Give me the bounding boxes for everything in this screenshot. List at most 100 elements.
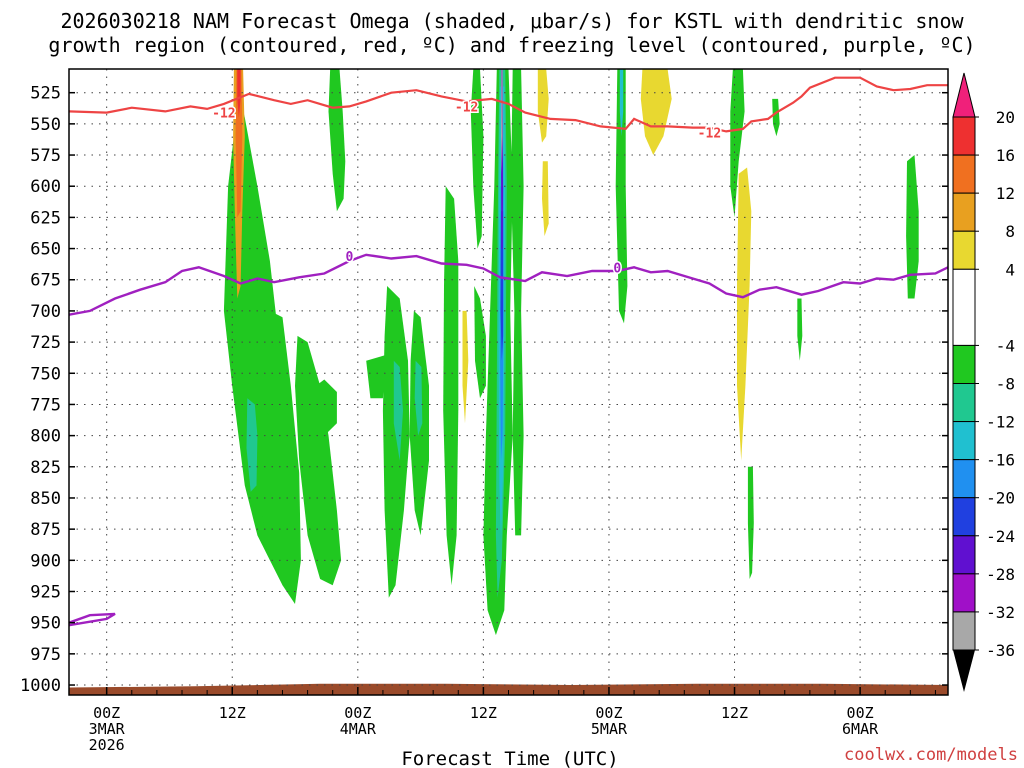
colorbar-band-9	[952, 497, 976, 537]
omega-region-27	[619, 69, 624, 137]
omega-region-33	[797, 298, 803, 361]
colorbar-band-0	[952, 116, 976, 156]
y-tick-label: 900	[30, 551, 61, 571]
colorbar-band-5	[952, 344, 976, 384]
x-tick-label: 3MAR	[89, 720, 126, 738]
omega-region-8	[382, 286, 410, 598]
omega-region-34	[906, 155, 919, 299]
colorbar-label: -36	[986, 641, 1015, 660]
omega-region-30	[737, 167, 752, 461]
omega-region-12	[443, 186, 459, 586]
freezing-contour-label-1: 0	[613, 261, 621, 276]
colorbar-band-3	[952, 230, 976, 270]
x-tick-label: 4MAR	[340, 720, 377, 738]
x-tick-label: 00Z	[344, 704, 371, 722]
x-tick-label: 6MAR	[842, 720, 879, 738]
omega-region-2	[269, 310, 301, 604]
y-tick-label: 775	[30, 395, 61, 415]
colorbar-band-10	[952, 535, 976, 575]
omega-region-5	[246, 398, 258, 492]
freezing-contour-label-0: 0	[346, 250, 354, 265]
freezing-level-closed-contour	[69, 612, 116, 627]
colorbar-label: -28	[986, 565, 1015, 584]
omega-region-26	[615, 69, 628, 324]
x-tick-label: 5MAR	[591, 720, 628, 738]
x-tick-label: 00Z	[847, 704, 874, 722]
y-tick-label: 750	[30, 364, 61, 384]
omega-region-6	[328, 69, 346, 212]
colorbar-label: 16	[996, 146, 1015, 165]
y-tick-label: 1000	[20, 676, 61, 696]
colorbar-label: 12	[996, 184, 1015, 203]
omega-region-11	[414, 360, 423, 436]
colorbar-band-4	[952, 268, 976, 346]
y-tick-label: 850	[30, 489, 61, 509]
y-tick-label: 550	[30, 115, 61, 135]
colorbar-bottom-arrow	[953, 650, 975, 692]
y-tick-label: 950	[30, 614, 61, 634]
x-tick-label: 00Z	[93, 704, 120, 722]
y-tick-label: 575	[30, 146, 61, 166]
omega-region-14	[474, 286, 486, 399]
omega-region-23	[537, 69, 549, 143]
x-tick-label: 2026	[89, 736, 125, 754]
x-tick-label: 12Z	[721, 704, 748, 722]
colorbar-band-1	[952, 154, 976, 194]
colorbar: 20 16 12 8 4 -4 -8 -12 -16 -20 -24 -28 -32 -36	[952, 72, 1015, 692]
x-axis-label: Forecast Time (UTC)	[401, 748, 618, 768]
plot-frame	[68, 68, 949, 696]
omega-region-29	[730, 69, 745, 218]
y-tick-label: 700	[30, 302, 61, 322]
freezing-level-contour-line	[69, 253, 948, 316]
grid-lines	[69, 69, 948, 695]
chart-title-line-2: growth region (contoured, red, ºC) and f…	[48, 33, 975, 57]
omega-region-4	[316, 379, 337, 436]
minus12-contour-line	[69, 76, 948, 133]
colorbar-top-arrow	[952, 72, 976, 118]
y-axis-ticks: 525 550 575 600 625 650 675 700 725 750 775 800 825 8…	[20, 84, 948, 696]
y-tick-label: 925	[30, 582, 61, 602]
colorbar-label: -24	[986, 527, 1015, 546]
colorbar-label: 4	[1005, 260, 1015, 279]
x-tick-label: 00Z	[595, 704, 622, 722]
ground-fill	[69, 683, 948, 695]
colorbar-label: 8	[1005, 222, 1015, 241]
y-tick-label: 650	[30, 240, 61, 260]
omega-region-28	[640, 69, 672, 155]
watermark-text: coolwx.com/models	[844, 745, 1018, 765]
omega-region-25	[462, 310, 469, 424]
colorbar-band-7	[952, 421, 976, 461]
colorbar-label: -16	[986, 451, 1015, 470]
minus12-contour-label-2: -12	[698, 127, 721, 142]
omega-region-13	[470, 69, 484, 249]
omega-region-31	[747, 466, 754, 579]
colorbar-band-8	[952, 459, 976, 499]
colorbar-label: -32	[986, 603, 1015, 622]
y-tick-label: 800	[30, 427, 61, 447]
y-tick-label: 600	[30, 177, 61, 197]
y-tick-label: 625	[30, 208, 61, 228]
omega-region-3	[295, 335, 342, 586]
y-tick-label: 525	[30, 84, 61, 104]
colorbar-label: 20	[996, 108, 1015, 127]
omega-region-22	[511, 69, 524, 536]
chart-title-line-1: 2026030218 NAM Forecast Omega (shaded, μ…	[60, 9, 964, 33]
omega-region-36	[235, 69, 243, 218]
omega-region-7	[366, 354, 388, 399]
contours	[69, 76, 948, 627]
omega-region-21	[501, 69, 503, 174]
colorbar-label: -4	[996, 336, 1015, 355]
y-tick-label: 825	[30, 458, 61, 478]
ground-surface	[69, 683, 948, 695]
colorbar-band-6	[952, 383, 976, 423]
colorbar-band-12	[952, 611, 976, 651]
y-tick-label: 875	[30, 520, 61, 540]
y-tick-label: 975	[30, 645, 61, 665]
omega-region-24	[542, 161, 549, 237]
x-tick-label: 12Z	[470, 704, 497, 722]
minus12-contour-label-1: -12	[455, 100, 478, 115]
omega-region-10	[393, 360, 403, 461]
omega-region-37	[237, 69, 241, 118]
